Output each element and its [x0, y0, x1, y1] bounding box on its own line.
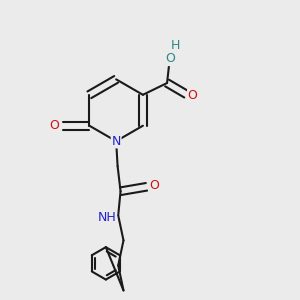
Text: H: H	[171, 39, 181, 52]
Text: O: O	[188, 89, 198, 102]
Text: O: O	[50, 119, 60, 132]
Text: O: O	[165, 52, 175, 65]
Text: N: N	[112, 135, 121, 148]
Text: NH: NH	[98, 211, 116, 224]
Text: O: O	[149, 179, 159, 192]
